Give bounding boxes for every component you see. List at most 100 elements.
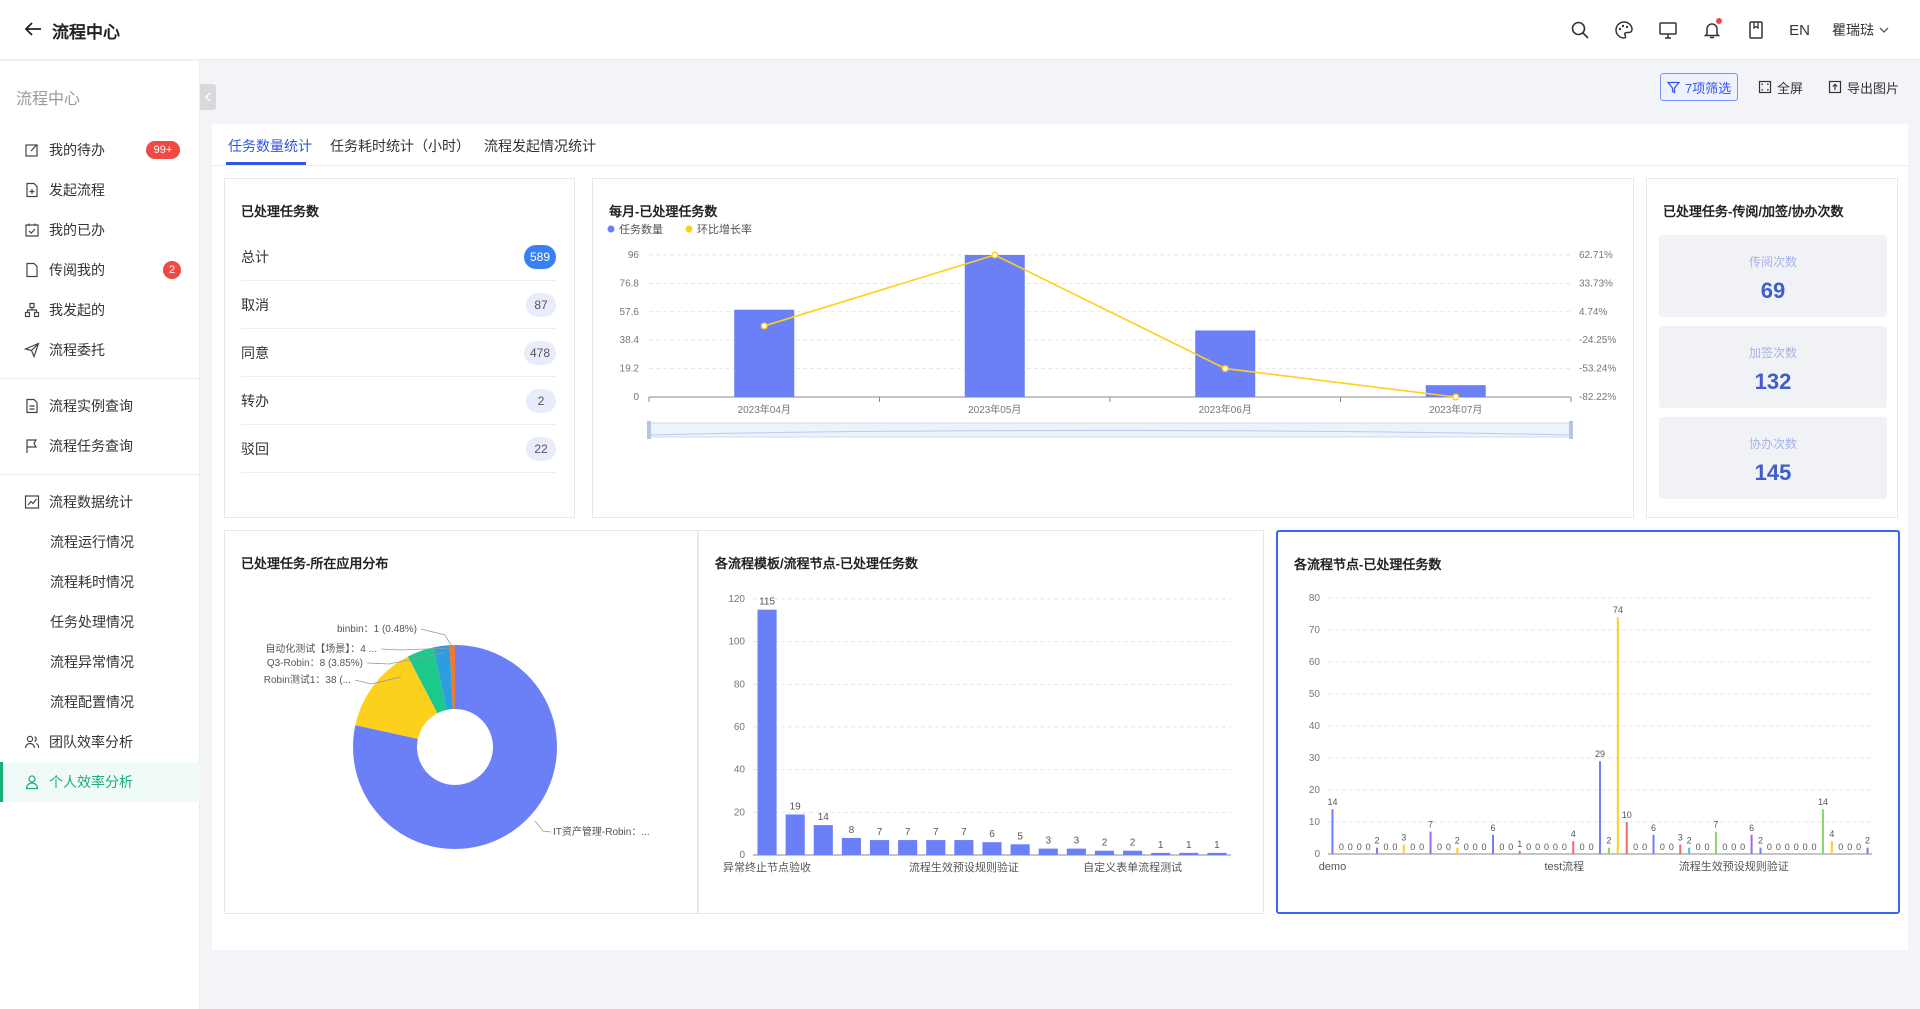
tab-task-duration[interactable]: 任务耗时统计（小时） — [330, 138, 470, 154]
back-arrow-icon[interactable] — [22, 18, 44, 40]
pie-slice-label: IT资产管理-Robin：... — [553, 825, 650, 838]
sidebar-collapse-button[interactable] — [200, 84, 216, 110]
bar-value-label: 0 — [1660, 842, 1665, 852]
fullscreen-button[interactable]: 全屏 — [1752, 73, 1809, 101]
y-tick-label: 120 — [728, 594, 745, 605]
filter-label: 7项筛选 — [1685, 80, 1732, 96]
sidebar-item-run-status[interactable]: 流程运行情况 — [0, 522, 200, 562]
sidebar-item-cc-me[interactable]: 传阅我的 2 — [0, 250, 200, 290]
sidebar-item-my-done[interactable]: 我的已办 — [0, 210, 200, 250]
fullscreen-label: 全屏 — [1777, 80, 1804, 96]
language-switch[interactable]: EN — [1789, 21, 1810, 39]
y-tick-label: 70 — [1309, 625, 1321, 636]
sidebar-item-team-efficiency[interactable]: 团队效率分析 — [0, 722, 200, 762]
stat-label: 转办 — [241, 392, 269, 409]
sidebar-item-duration[interactable]: 流程耗时情况 — [0, 562, 200, 602]
bar — [1572, 841, 1575, 854]
pie-slice-label: binbin：1 (0.48%) — [337, 624, 417, 635]
stat-value: 2 — [526, 388, 556, 413]
y-tick-label: 19.2 — [620, 364, 640, 375]
bookmark-icon[interactable] — [1745, 19, 1767, 41]
bar-value-label: 0 — [1856, 842, 1861, 852]
tab-task-count[interactable]: 任务数量统计 — [228, 138, 312, 154]
bar — [1066, 848, 1086, 855]
y2-tick-label: 33.73% — [1579, 278, 1613, 289]
pie-slice-label: 自动化测试【场景】：4 ... — [265, 642, 377, 655]
sidebar-item-label: 个人效率分析 — [49, 774, 133, 790]
sidebar-item-exceptions[interactable]: 流程异常情况 — [0, 642, 200, 682]
user-menu[interactable]: 瞿瑞琺 — [1832, 20, 1890, 40]
bar-value-label: 3 — [1401, 832, 1406, 842]
bar-value-label: 1 — [1214, 840, 1220, 851]
chevron-down-icon — [1879, 27, 1889, 33]
y-tick-label: 80 — [1309, 593, 1321, 604]
bar-value-label: 7 — [905, 827, 911, 838]
pie-slice-label: Robin测试1：38 (... — [264, 673, 351, 686]
bar — [1607, 847, 1610, 854]
y-tick-label: 40 — [1309, 721, 1321, 732]
node-tasks-card[interactable]: 各流程节点-已处理任务数 0 10 20 30 40 50 60 70 80 14 0 0 0 0 2 0 0 3… — [1276, 530, 1900, 914]
growth-rate-line — [764, 254, 1456, 398]
mini-label: 加签次数 — [1748, 346, 1797, 360]
y-tick-label: 60 — [734, 722, 746, 733]
bar-value-label: 2 — [1865, 836, 1870, 846]
notification-bell[interactable] — [1701, 18, 1723, 41]
tab-initiation-stats[interactable]: 流程发起情况统计 — [484, 138, 596, 154]
user-icon — [25, 775, 39, 790]
sidebar-item-my-todo[interactable]: 我的待办 99+ — [0, 130, 200, 170]
sidebar-item-start-process[interactable]: 发起流程 — [0, 170, 200, 210]
stat-value: 478 — [523, 340, 556, 365]
x-tick-label: 2023年07月 — [1429, 403, 1482, 416]
sidebar-item-data-stats[interactable]: 流程数据统计 — [0, 482, 200, 522]
sidebar-item-label: 流程配置情况 — [50, 694, 134, 710]
sidebar-item-label: 任务处理情况 — [50, 614, 134, 630]
y2-tick-label: -24.25% — [1579, 335, 1616, 346]
monitor-icon[interactable] — [1657, 19, 1679, 41]
bar-value-label: 10 — [1622, 810, 1632, 820]
bar-value-label: 0 — [1535, 842, 1540, 852]
bar — [1179, 852, 1199, 855]
bar-value-label: 0 — [1580, 842, 1585, 852]
pie-leader-line — [366, 652, 444, 665]
bar-value-label: 0 — [1812, 842, 1817, 852]
stat-row-cancel: 取消 87 — [241, 281, 556, 329]
sidebar-item-config[interactable]: 流程配置情况 — [0, 682, 200, 722]
y2-tick-label: -53.24% — [1579, 364, 1616, 375]
bar-value-label: 1 — [1158, 840, 1164, 851]
bar-value-label: 0 — [1803, 842, 1808, 852]
bar — [1151, 852, 1171, 855]
growth-rate-point — [1452, 393, 1460, 401]
bar-value-label: 4 — [1571, 829, 1576, 839]
x-tick-label: 流程生效预设规则验证 — [909, 860, 1019, 874]
bar — [841, 837, 861, 855]
bar — [1821, 809, 1824, 854]
palette-icon[interactable] — [1613, 19, 1635, 41]
sidebar-item-my-initiated[interactable]: 我发起的 — [0, 290, 200, 330]
bar-value-label: 0 — [1446, 842, 1451, 852]
filter-button[interactable]: 7项筛选 — [1660, 73, 1739, 101]
mini-value: 132 — [1754, 369, 1792, 394]
search-icon[interactable] — [1569, 19, 1591, 41]
cc-count-badge: 2 — [163, 261, 181, 279]
bar-value-label: 7 — [1713, 820, 1718, 830]
bar-value-label: 3 — [1678, 832, 1683, 842]
sidebar-item-task-query[interactable]: 流程任务查询 — [0, 426, 200, 466]
y2-tick-label: 4.74% — [1579, 307, 1607, 318]
bell-icon — [1703, 23, 1721, 39]
export-image-button[interactable]: 导出图片 — [1822, 73, 1905, 101]
sidebar-item-instance-query[interactable]: 流程实例查询 — [0, 386, 200, 426]
send-icon — [24, 342, 40, 358]
sidebar-item-personal-efficiency[interactable]: 个人效率分析 — [0, 762, 200, 802]
bar — [1376, 847, 1379, 854]
bar-value-label: 0 — [1767, 842, 1772, 852]
bar-value-label: 0 — [1731, 842, 1736, 852]
datazoom-preview — [648, 430, 1572, 436]
sidebar-item-delegation[interactable]: 流程委托 — [0, 330, 200, 370]
y-tick-label: 20 — [1309, 785, 1321, 796]
y-tick-label: 96 — [628, 250, 640, 261]
team-icon — [24, 735, 40, 749]
sidebar-item-task-handling[interactable]: 任务处理情况 — [0, 602, 200, 642]
chevron-left-icon — [205, 92, 211, 102]
bar-value-label: 2 — [1758, 836, 1763, 846]
bar — [1830, 841, 1833, 854]
